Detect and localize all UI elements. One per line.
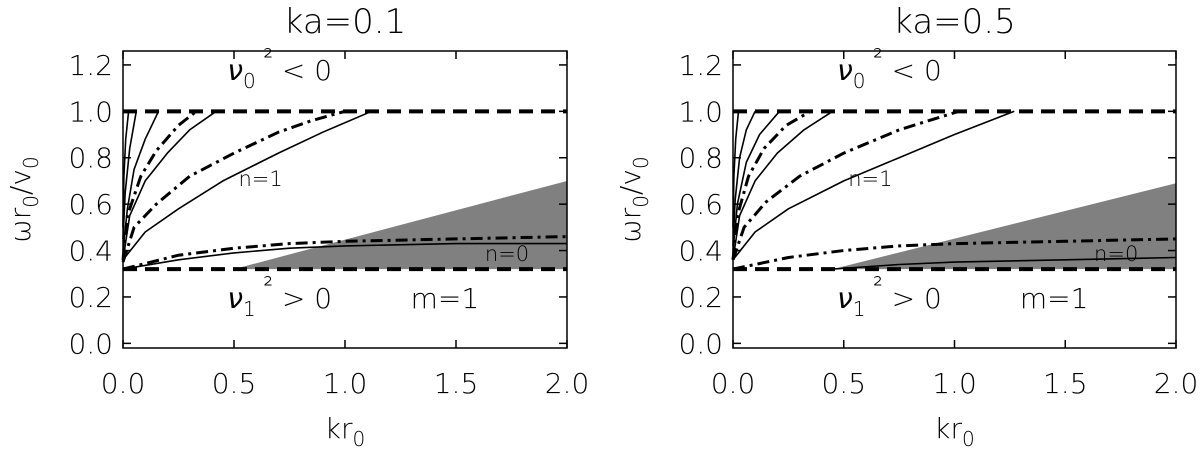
series-line-8 [832,256,1177,270]
series-line-5 [122,110,160,251]
x-tick-label: 1.0 [932,367,977,400]
y-tick-label: 0.6 [678,188,723,221]
series-line-2 [121,109,346,263]
x-tick-label: 2.0 [545,367,590,400]
series-line-9 [122,235,568,271]
y-tick-label: 0.0 [678,327,723,360]
y-tick-label: 0.4 [68,235,113,268]
y-tick-label: 0.6 [68,188,113,221]
series-line-1 [122,110,372,261]
y-tick-label: 0.2 [678,281,723,314]
x-tick-label: 0.0 [711,367,756,400]
nu0-annotation: ν0 ² < 0 [227,44,332,93]
m-annotation: m=1 [411,282,480,315]
x-tick-label: 0.5 [821,367,866,400]
y-tick-label: 0.8 [678,142,723,175]
series-line-1 [732,110,1015,261]
nu1-annotation: ν1 ² > 0 [837,272,942,321]
chart-panel-2: 0.0 0.5 1.0 1.5 2.0 0.0 0.2 0.4 0.6 0.8 1.0 1.2 ka=0… [614,2,1198,451]
panel-title: ka=0.1 [284,2,407,42]
plot-frame [732,50,1177,349]
x-tick-label: 1.5 [434,367,479,400]
m-annotation: m=1 [1020,282,1089,315]
series-line-3 [122,110,217,260]
y-tick-label: 0.2 [68,281,113,314]
y-tick-label: 1.2 [678,49,723,82]
x-tick-label: 2.0 [1154,367,1199,400]
nu0-annotation: ν0 ² < 0 [837,44,942,93]
n0-annotation: n=0 [485,242,529,266]
y-tick-label: 1.2 [68,49,113,82]
x-axis-title: kr0 [934,412,974,451]
x-tick-label: 1.5 [1043,367,1088,400]
x-tick-label: 0.5 [212,367,257,400]
x-axis-title: kr0 [325,412,365,451]
y-axis-title: ωr0/v0 [614,156,653,242]
series-line-2 [731,109,960,261]
series-line-5 [732,110,781,251]
series-line-9 [732,237,1177,271]
y-tick-label: 1.0 [678,95,723,128]
series-line-3 [732,110,834,260]
x-tick-label: 0.0 [101,367,146,400]
n0-annotation: n=0 [1094,242,1138,266]
series-line-6 [122,111,138,239]
shaded-region [832,183,1176,270]
x-tick-label: 1.0 [323,367,368,400]
series-line-4 [731,110,812,260]
y-axis-title: ωr0/v0 [4,156,43,242]
panel-title: ka=0.5 [893,2,1016,42]
n1-annotation: n=1 [238,167,282,191]
series-line-8 [122,242,567,270]
y-tick-label: 0.4 [678,235,723,268]
y-tick-label: 0.0 [68,327,113,360]
n1-annotation: n=1 [848,167,892,191]
y-tick-label: 0.8 [68,142,113,175]
y-tick-label: 1.0 [68,95,113,128]
nu1-annotation: ν1 ² > 0 [227,272,332,321]
chart-panel-1: 0.0 0.5 1.0 1.5 2.0 0.0 0.2 0.4 0.6 0.8 1.0 1.2 ka=0… [4,2,589,451]
